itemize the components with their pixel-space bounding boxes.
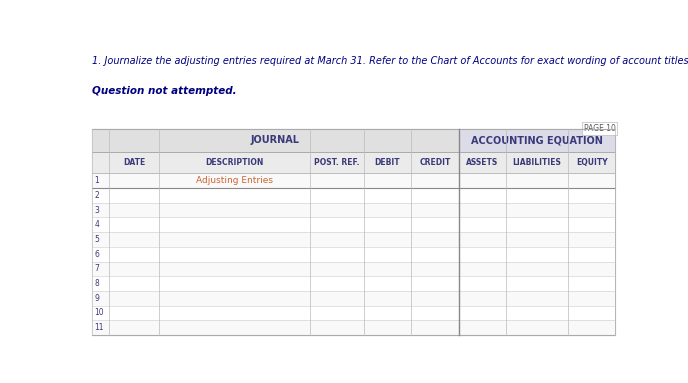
Text: JOURNAL: JOURNAL	[251, 135, 300, 145]
Bar	[92, 247, 616, 262]
Text: EQUITY: EQUITY	[576, 158, 608, 167]
Bar	[92, 262, 616, 276]
Bar	[92, 152, 616, 173]
Text: ACCOUNTING EQUATION: ACCOUNTING EQUATION	[471, 135, 603, 145]
Text: Adjusting Entries: Adjusting Entries	[196, 176, 273, 185]
Text: 9: 9	[94, 294, 99, 303]
Text: 10: 10	[94, 308, 104, 318]
Bar	[92, 232, 616, 247]
Text: 1. Journalize the adjusting entries required at March 31. Refer to the Chart of : 1. Journalize the adjusting entries requ…	[92, 56, 688, 66]
Bar	[92, 188, 616, 203]
Bar	[92, 203, 616, 218]
Bar	[92, 276, 616, 291]
Bar	[92, 129, 458, 152]
Bar	[92, 173, 616, 188]
Text: 8: 8	[94, 279, 99, 288]
Text: 5: 5	[94, 235, 99, 244]
Text: ASSETS: ASSETS	[466, 158, 498, 167]
Text: 3: 3	[94, 206, 99, 214]
Text: 2: 2	[94, 191, 99, 200]
Text: CREDIT: CREDIT	[419, 158, 451, 167]
Text: 1: 1	[94, 176, 99, 185]
Bar	[92, 291, 616, 306]
Text: DATE: DATE	[123, 158, 145, 167]
Text: DESCRIPTION: DESCRIPTION	[206, 158, 264, 167]
Text: PAGE 10: PAGE 10	[583, 124, 616, 133]
Bar	[458, 129, 616, 152]
Text: LIABILITIES: LIABILITIES	[513, 158, 561, 167]
Text: 4: 4	[94, 220, 99, 229]
Bar	[92, 218, 616, 232]
Bar	[92, 129, 616, 335]
Text: DEBIT: DEBIT	[374, 158, 400, 167]
Text: 11: 11	[94, 323, 104, 332]
Text: Question not attempted.: Question not attempted.	[92, 86, 237, 96]
Text: 6: 6	[94, 250, 99, 259]
Text: 7: 7	[94, 264, 99, 273]
Text: POST. REF.: POST. REF.	[314, 158, 360, 167]
Bar	[92, 320, 616, 335]
Bar	[92, 306, 616, 320]
